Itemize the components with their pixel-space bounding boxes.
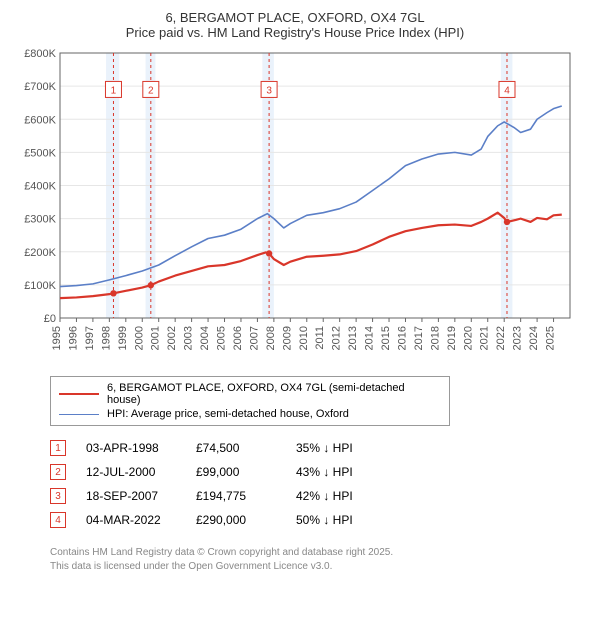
line-chart-svg: £0 £100K £200K £300K £400K £500K £600K £700K £80… [15, 48, 575, 368]
svg-text:2012: 2012 [331, 326, 343, 350]
svg-text:2: 2 [148, 85, 154, 96]
sale-pct: 42% ↓ HPI [296, 489, 406, 503]
svg-text:2009: 2009 [281, 326, 293, 350]
svg-text:2018: 2018 [429, 326, 441, 350]
svg-text:2010: 2010 [298, 326, 310, 350]
legend-label: 6, BERGAMOT PLACE, OXFORD, OX4 7GL (semi… [107, 382, 441, 406]
svg-text:2020: 2020 [462, 326, 474, 350]
svg-text:£400K: £400K [24, 181, 56, 193]
sale-date: 18-SEP-2007 [86, 489, 196, 503]
svg-text:2011: 2011 [314, 326, 326, 350]
svg-text:2024: 2024 [528, 326, 540, 350]
chart-container: 6, BERGAMOT PLACE, OXFORD, OX4 7GL Price… [0, 0, 600, 620]
svg-text:2002: 2002 [166, 326, 178, 350]
legend-item: HPI: Average price, semi-detached house,… [59, 407, 441, 421]
svg-text:2021: 2021 [479, 326, 491, 350]
svg-text:1: 1 [111, 85, 117, 96]
footer-line-1: Contains HM Land Registry data © Crown c… [50, 546, 580, 560]
sale-row: 2 12-JUL-2000£99,00043% ↓ HPI [50, 460, 580, 484]
svg-text:2000: 2000 [133, 326, 145, 350]
sale-marker: 4 [50, 512, 66, 528]
svg-text:£100K: £100K [24, 280, 56, 292]
svg-text:2022: 2022 [495, 326, 507, 350]
svg-text:2004: 2004 [199, 326, 211, 350]
sale-marker: 1 [50, 440, 66, 456]
svg-text:£0: £0 [44, 313, 56, 325]
sale-row: 4 04-MAR-2022£290,00050% ↓ HPI [50, 508, 580, 532]
svg-text:£300K: £300K [24, 214, 56, 226]
sale-date: 12-JUL-2000 [86, 465, 196, 479]
sale-marker: 3 [50, 488, 66, 504]
svg-text:4: 4 [504, 85, 510, 96]
sale-marker: 2 [50, 464, 66, 480]
svg-text:£500K: £500K [24, 147, 56, 159]
sale-price: £74,500 [196, 441, 296, 455]
sales-table: 1 03-APR-1998£74,50035% ↓ HPI 2 12-JUL-2000… [50, 436, 580, 532]
footer-note: Contains HM Land Registry data © Crown c… [50, 546, 580, 574]
sale-date: 04-MAR-2022 [86, 513, 196, 527]
svg-text:2023: 2023 [512, 326, 524, 350]
sale-price: £99,000 [196, 465, 296, 479]
svg-text:2016: 2016 [396, 326, 408, 350]
svg-text:£700K: £700K [24, 81, 56, 93]
svg-text:£200K: £200K [24, 247, 56, 259]
svg-text:2014: 2014 [364, 326, 376, 350]
footer-line-2: This data is licensed under the Open Gov… [50, 560, 580, 574]
svg-text:1998: 1998 [100, 326, 112, 350]
sale-pct: 43% ↓ HPI [296, 465, 406, 479]
sale-pct: 50% ↓ HPI [296, 513, 406, 527]
sale-row: 1 03-APR-1998£74,50035% ↓ HPI [50, 436, 580, 460]
svg-text:2017: 2017 [413, 326, 425, 350]
svg-text:1999: 1999 [117, 326, 129, 350]
svg-text:2001: 2001 [150, 326, 162, 350]
svg-text:1995: 1995 [51, 326, 63, 350]
svg-text:2013: 2013 [347, 326, 359, 350]
sale-price: £194,775 [196, 489, 296, 503]
legend-label: HPI: Average price, semi-detached house,… [107, 408, 349, 420]
legend-swatch [59, 414, 99, 415]
sale-price: £290,000 [196, 513, 296, 527]
svg-text:2025: 2025 [545, 326, 557, 350]
legend-box: 6, BERGAMOT PLACE, OXFORD, OX4 7GL (semi… [50, 376, 450, 426]
svg-text:£600K: £600K [24, 114, 56, 126]
svg-text:£800K: £800K [24, 48, 56, 60]
sale-row: 3 18-SEP-2007£194,77542% ↓ HPI [50, 484, 580, 508]
chart-subtitle: Price paid vs. HM Land Registry's House … [10, 25, 580, 40]
svg-text:2005: 2005 [216, 326, 228, 350]
svg-text:1997: 1997 [84, 326, 96, 350]
svg-text:2015: 2015 [380, 326, 392, 350]
sale-date: 03-APR-1998 [86, 441, 196, 455]
svg-text:2003: 2003 [183, 326, 195, 350]
svg-text:2019: 2019 [446, 326, 458, 350]
svg-text:3: 3 [266, 85, 272, 96]
svg-text:2007: 2007 [248, 326, 260, 350]
svg-text:2008: 2008 [265, 326, 277, 350]
chart-area: £0 £100K £200K £300K £400K £500K £600K £700K £80… [15, 48, 575, 368]
legend-swatch [59, 393, 99, 395]
chart-title: 6, BERGAMOT PLACE, OXFORD, OX4 7GL [10, 10, 580, 25]
legend-item: 6, BERGAMOT PLACE, OXFORD, OX4 7GL (semi… [59, 381, 441, 407]
svg-text:2006: 2006 [232, 326, 244, 350]
title-block: 6, BERGAMOT PLACE, OXFORD, OX4 7GL Price… [10, 10, 580, 40]
sale-pct: 35% ↓ HPI [296, 441, 406, 455]
svg-text:1996: 1996 [67, 326, 79, 350]
